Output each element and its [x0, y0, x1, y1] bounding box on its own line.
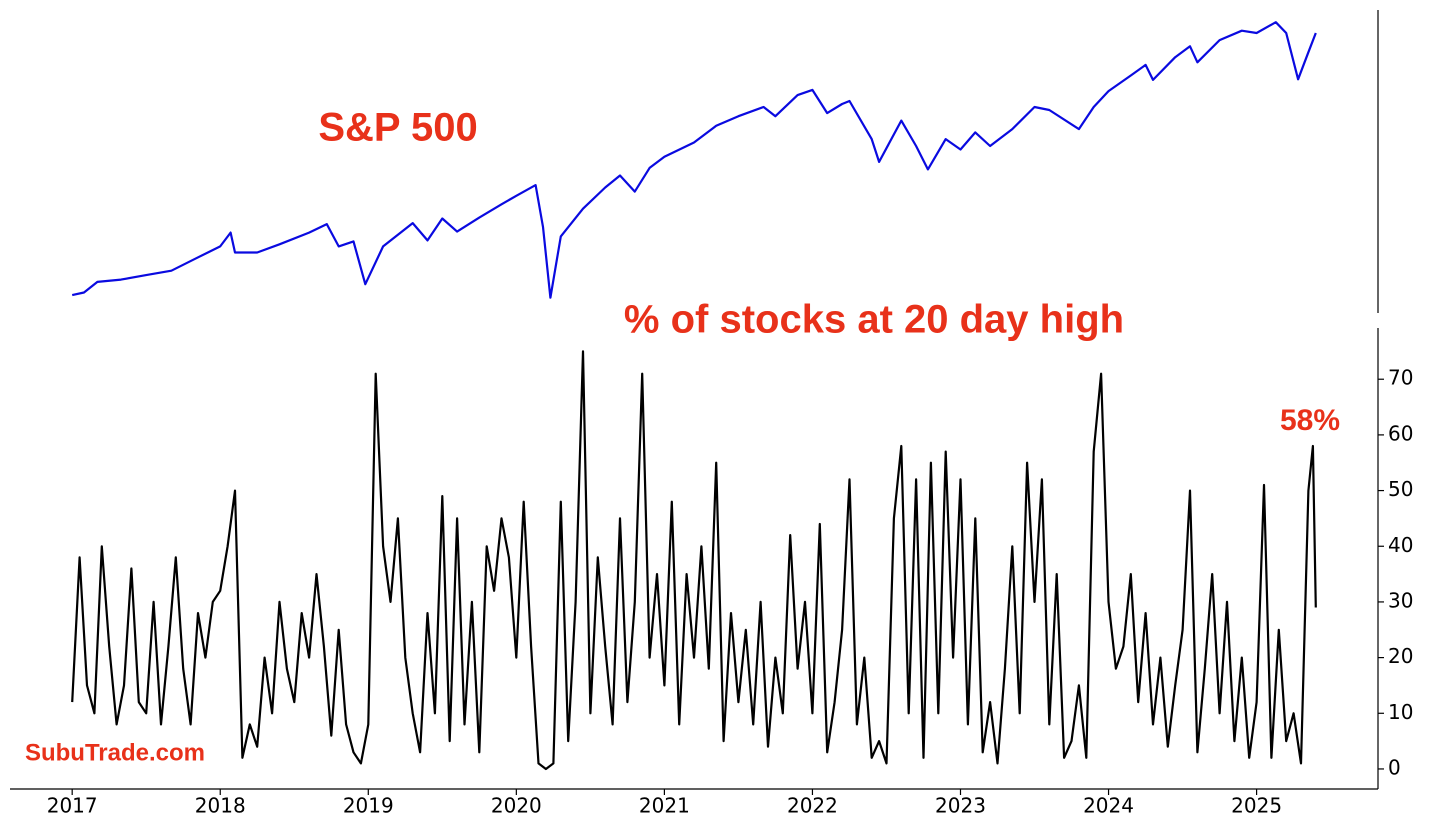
x-tick-label: 2017	[47, 794, 98, 818]
x-tick-label: 2021	[639, 794, 690, 818]
x-tick-label: 2024	[1083, 794, 1134, 818]
x-tick-label: 2018	[195, 794, 246, 818]
y-tick-label: 50	[1388, 477, 1413, 501]
y-tick-label: 10	[1388, 700, 1413, 724]
y-tick-label: 40	[1388, 533, 1413, 557]
annotation: 58%	[1280, 404, 1340, 437]
y-tick-label: 30	[1388, 588, 1413, 612]
data-line	[71, 21, 1317, 299]
x-tick-label: 2023	[935, 794, 986, 818]
top-title: S&P 500	[318, 106, 477, 150]
y-tick-label: 60	[1388, 421, 1413, 445]
x-tick-label: 2022	[787, 794, 838, 818]
data-line	[71, 350, 1317, 771]
watermark: SubuTrade.com	[25, 739, 205, 766]
bottom-title: % of stocks at 20 day high	[624, 298, 1124, 342]
x-tick-label: 2025	[1231, 794, 1282, 818]
y-tick-label: 20	[1388, 644, 1413, 668]
x-tick-label: 2020	[491, 794, 542, 818]
y-tick-label: 70	[1388, 366, 1413, 390]
x-tick-label: 2019	[343, 794, 394, 818]
y-tick-label: 0	[1388, 755, 1401, 779]
